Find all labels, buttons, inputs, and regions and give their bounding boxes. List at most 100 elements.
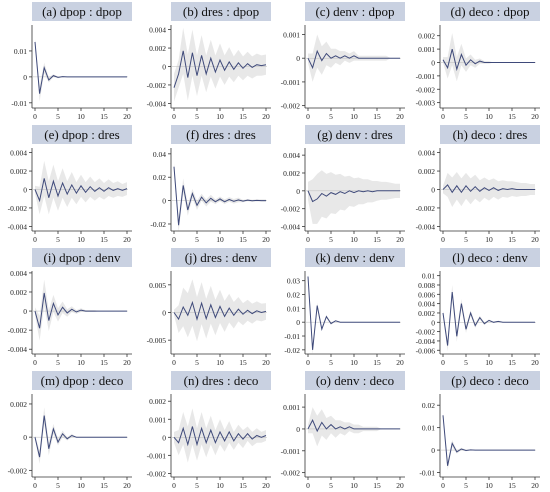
x-tick-label: 20	[396, 358, 404, 367]
y-tick-label: -0.02	[284, 346, 300, 355]
x-tick-label: 15	[239, 481, 247, 490]
panel-title: (c) denv : dpop	[315, 4, 394, 19]
y-tick-label: -0.002	[281, 469, 301, 478]
x-tick-label: 0	[441, 235, 445, 244]
chart-panel-11: (l) deco : denv0.010.0080.0060.0040.0020…	[416, 248, 540, 367]
y-tick-label: 0	[431, 446, 435, 455]
y-tick-label: 0.005	[149, 281, 166, 290]
x-tick-label: 5	[56, 235, 60, 244]
x-tick-label: 5	[329, 481, 333, 490]
y-tick-label: -0.001	[281, 447, 301, 456]
panel-title-bg	[440, 125, 540, 144]
y-tick-label: -0.006	[416, 346, 436, 355]
y-tick-label: -0.002	[416, 328, 436, 337]
y-tick-label: 0	[162, 197, 166, 206]
panel-title-bg	[440, 248, 540, 267]
panel-title-bg	[171, 248, 271, 267]
x-tick-label: 0	[33, 481, 37, 490]
y-tick-label: 0.03	[287, 277, 300, 286]
y-tick-label: 0.01	[422, 424, 435, 433]
chart-panel-6: (g) denv : dres 0.004 0.002 0 -0.002 -0.004 0 5…	[281, 125, 405, 244]
x-tick-label: 15	[100, 235, 108, 244]
x-tick-label: 0	[441, 358, 445, 367]
response-line	[307, 49, 400, 70]
x-tick-label: 15	[373, 112, 381, 121]
x-tick-label: 10	[350, 112, 358, 121]
y-tick-label: 0.004	[149, 26, 166, 35]
confidence-band	[443, 285, 535, 352]
y-tick-label: 0.02	[422, 401, 435, 410]
response-line	[307, 419, 400, 433]
y-tick-label: -0.01	[419, 469, 435, 478]
x-tick-label: 10	[350, 235, 358, 244]
x-tick-label: 15	[100, 358, 108, 367]
chart-panel-12: (m) dpop : deco 0.002 0 -0.002 0 5 10 15 20	[8, 371, 132, 490]
x-tick-label: 0	[441, 481, 445, 490]
y-tick-label: 0.001	[283, 403, 300, 412]
x-tick-label: 20	[123, 112, 131, 121]
y-tick-label: 0.01	[287, 304, 300, 313]
panel-title-bg	[305, 125, 405, 144]
y-tick-label: 0.02	[153, 173, 166, 182]
panel-title: (b) dres : dpop	[183, 4, 259, 19]
x-tick-label: 20	[262, 235, 270, 244]
y-tick-label: 0	[23, 433, 27, 442]
x-tick-label: 5	[464, 481, 468, 490]
response-line	[34, 415, 127, 458]
chart-panel-8: (i) dpop : denv 0.004 0.002 0 -0.002 -0.004 0 5…	[8, 248, 132, 367]
y-tick-label: 0.008	[418, 281, 435, 290]
y-tick-label: 0.004	[418, 149, 435, 158]
x-tick-label: 20	[531, 235, 539, 244]
x-tick-label: 10	[350, 481, 358, 490]
x-tick-label: 20	[262, 481, 270, 490]
x-tick-label: 10	[216, 112, 224, 121]
y-tick-label: -0.002	[147, 81, 167, 90]
y-tick-label: 0	[431, 58, 435, 67]
x-tick-label: 15	[100, 481, 108, 490]
x-tick-label: 20	[531, 481, 539, 490]
chart-panel-3: (d) deco : dpop 0.002 0.001 0 -0.001 -0.002 -0…	[416, 2, 540, 121]
chart-panel-5: (f) dres : dres 0.04 0.02 0 -0.02 0 5 10 15 20	[150, 125, 271, 244]
y-tick-label: 0.04	[153, 150, 166, 159]
y-tick-label: 0.004	[10, 149, 27, 158]
y-tick-label: -0.002	[8, 326, 28, 335]
x-tick-label: 0	[441, 112, 445, 121]
panel-title: (l) deco : denv	[452, 250, 528, 265]
panel-title: (j) dres : denv	[185, 250, 258, 265]
y-tick-label: 0	[162, 309, 166, 318]
y-tick-label: 0.001	[283, 30, 300, 39]
chart-panel-14: (o) denv : deco 0.001 0 -0.001 -0.002 0 5 10 15 2…	[281, 371, 405, 490]
response-line	[442, 48, 535, 72]
x-tick-label: 5	[464, 112, 468, 121]
x-tick-label: 0	[306, 358, 310, 367]
x-tick-label: 15	[100, 112, 108, 121]
y-tick-label: -0.002	[8, 204, 28, 213]
x-tick-label: 10	[216, 358, 224, 367]
y-tick-label: 0.004	[283, 151, 300, 160]
x-tick-label: 0	[172, 112, 176, 121]
response-line	[173, 426, 267, 447]
chart-panel-13: (n) dres : deco 0.002 0.001 0 -0.001 -0.002 0 5…	[147, 371, 271, 490]
panel-title-bg	[32, 248, 132, 267]
confidence-band	[308, 273, 400, 354]
response-line	[442, 184, 535, 194]
x-tick-label: 5	[56, 481, 60, 490]
y-tick-label: 0	[431, 318, 435, 327]
panel-title: (a) dpop : dpop	[42, 4, 122, 19]
panel-title-bg	[171, 2, 271, 21]
y-tick-label: -0.001	[416, 72, 436, 81]
x-tick-label: 20	[531, 112, 539, 121]
panel-title: (o) denv : deco	[316, 373, 394, 388]
response-line	[173, 166, 266, 226]
panel-title: (e) dpop : dres	[44, 127, 119, 142]
y-tick-label: 0	[296, 318, 300, 327]
x-tick-label: 10	[350, 358, 358, 367]
x-tick-label: 10	[485, 358, 493, 367]
y-tick-label: 0.02	[287, 291, 300, 300]
chart-panel-1: (b) dres : dpop 0.004 0.002 0 -0.002 -0.004 0 5…	[147, 2, 271, 121]
x-tick-label: 0	[306, 481, 310, 490]
x-tick-label: 10	[485, 235, 493, 244]
panel-title-bg	[305, 371, 405, 390]
x-tick-label: 15	[508, 235, 516, 244]
